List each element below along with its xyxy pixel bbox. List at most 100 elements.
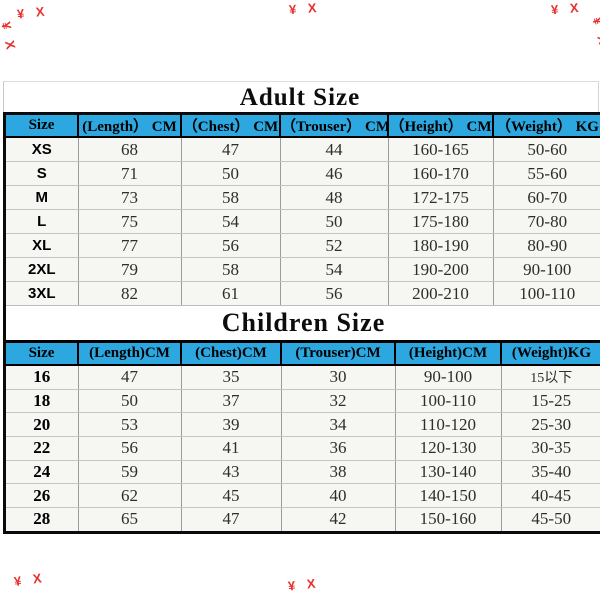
children-table-row: 24 59 43 38 130-140 35-40	[6, 460, 600, 485]
adult-cell: 47	[181, 137, 281, 162]
adult-cell: 46	[280, 161, 389, 186]
children-cell: 39	[181, 412, 282, 438]
children-cell: 120-130	[395, 436, 502, 461]
children-table-body: 16 47 35 30 90-100 15以下 18 50 37 32 100-110 15-25 20…	[6, 365, 600, 531]
adult-table-row: M 73 58 48 172-175 60-70	[6, 185, 600, 210]
children-cell: 40-45	[501, 483, 600, 509]
adult-table-row: S 71 50 46 160-170 55-60	[6, 161, 600, 186]
adult-cell: 54	[181, 209, 281, 234]
children-table-row: 16 47 35 30 90-100 15以下	[6, 365, 600, 390]
adult-table-row: 3XL 82 61 56 200-210 100-110	[6, 281, 600, 305]
children-cell: 150-160	[395, 507, 502, 531]
children-header-cell: Size	[6, 343, 79, 366]
children-size-table: Size (Length)CM (Chest)CM (Trouser)CM (Heigh…	[6, 343, 600, 531]
children-table-row: 22 56 41 36 120-130 30-35	[6, 436, 600, 461]
adult-cell: 58	[181, 257, 281, 282]
adult-cell: 71	[78, 161, 182, 186]
children-cell: 45-50	[501, 507, 600, 531]
adult-header-cell: （Chest） CM	[180, 115, 281, 138]
adult-cell: 160-165	[388, 137, 494, 162]
adult-size-table: Size (Length） CM （Chest） CM （Trouser） CM （He…	[6, 115, 600, 305]
adult-cell: XS	[6, 137, 79, 162]
adult-table-row: XL 77 56 52 180-190 80-90	[6, 233, 600, 258]
children-size-title: Children Size	[6, 305, 600, 343]
children-header-cell: (Trouser)CM	[280, 343, 396, 366]
adult-cell: 55-60	[493, 161, 600, 186]
adult-cell: 175-180	[388, 209, 494, 234]
adult-header-cell: Size	[6, 115, 79, 138]
adult-header-row: Size (Length） CM （Chest） CM （Trouser） CM （He…	[6, 115, 600, 138]
adult-cell: 50	[280, 209, 389, 234]
adult-header-cell: （Weight） KG	[492, 115, 600, 138]
adult-cell: 77	[78, 233, 182, 258]
adult-cell: 100-110	[493, 281, 600, 305]
adult-size-title: Adult Size	[239, 84, 361, 111]
adult-cell: S	[6, 161, 79, 186]
children-cell: 28	[6, 507, 79, 531]
adult-cell: 160-170	[388, 161, 494, 186]
children-cell: 15-25	[501, 389, 600, 414]
adult-table-row: XS 68 47 44 160-165 50-60	[6, 137, 600, 162]
children-cell: 20	[6, 412, 79, 438]
children-cell: 22	[6, 436, 79, 461]
adult-cell: 180-190	[388, 233, 494, 258]
adult-cell: 52	[280, 233, 389, 258]
children-cell: 59	[78, 460, 182, 485]
adult-cell: 79	[78, 257, 182, 282]
adult-cell: 75	[78, 209, 182, 234]
red-edge-mark-top-center: ¥ X	[288, 0, 322, 18]
children-cell: 110-120	[395, 412, 502, 438]
adult-cell: 60-70	[493, 185, 600, 210]
red-edge-mark-top-right: ¥ X	[550, 0, 584, 18]
children-cell: 43	[181, 460, 282, 485]
adult-table-body: XS 68 47 44 160-165 50-60 S 71 50 46 160-170 55-60 M…	[6, 137, 600, 305]
children-cell: 37	[181, 389, 282, 414]
adult-cell: 44	[280, 137, 389, 162]
adult-cell: 2XL	[6, 257, 79, 282]
adult-cell: 61	[181, 281, 281, 305]
size-tables-block: Size (Length） CM （Chest） CM （Trouser） CM （He…	[3, 112, 600, 534]
adult-cell: 90-100	[493, 257, 600, 282]
children-table-row: 26 62 45 40 140-150 40-45	[6, 483, 600, 509]
children-cell: 35-40	[501, 460, 600, 485]
title-band-outline	[3, 81, 599, 115]
adult-cell: 200-210	[388, 281, 494, 305]
children-cell: 41	[181, 436, 282, 461]
adult-cell: 50	[181, 161, 281, 186]
children-cell: 62	[78, 483, 182, 509]
red-edge-mark-left: ¥ X	[0, 20, 20, 55]
red-edge-mark-top-left: ¥ X	[16, 3, 50, 22]
children-table-row: 28 65 47 42 150-160 45-50	[6, 507, 600, 531]
adult-cell: 190-200	[388, 257, 494, 282]
adult-cell: 80-90	[493, 233, 600, 258]
adult-cell: 56	[181, 233, 281, 258]
children-header-cell: (Height)CM	[394, 343, 502, 366]
adult-cell: 50-60	[493, 137, 600, 162]
children-cell: 36	[281, 436, 396, 461]
adult-cell: XL	[6, 233, 79, 258]
adult-cell: 68	[78, 137, 182, 162]
adult-cell: 172-175	[388, 185, 494, 210]
adult-header-cell: （Trouser） CM	[279, 115, 389, 138]
children-cell: 47	[78, 365, 182, 390]
children-cell: 65	[78, 507, 182, 531]
adult-header-cell: （Height） CM	[387, 115, 494, 138]
children-table-row: 18 50 37 32 100-110 15-25	[6, 389, 600, 414]
children-cell: 16	[6, 365, 79, 390]
adult-header-cell: (Length） CM	[77, 115, 182, 138]
children-cell: 130-140	[395, 460, 502, 485]
children-cell: 47	[181, 507, 282, 531]
children-cell: 35	[181, 365, 282, 390]
red-edge-mark-bottom-left: ¥ X	[13, 569, 47, 590]
children-cell: 18	[6, 389, 79, 414]
children-cell: 30	[281, 365, 396, 390]
children-cell: 30-35	[501, 436, 600, 461]
children-header-cell: (Chest)CM	[180, 343, 282, 366]
adult-cell: 70-80	[493, 209, 600, 234]
adult-cell: L	[6, 209, 79, 234]
children-cell: 56	[78, 436, 182, 461]
adult-table-row: 2XL 79 58 54 190-200 90-100	[6, 257, 600, 282]
red-edge-mark-bottom-center: ¥ X	[287, 575, 321, 594]
children-cell: 40	[281, 483, 396, 509]
